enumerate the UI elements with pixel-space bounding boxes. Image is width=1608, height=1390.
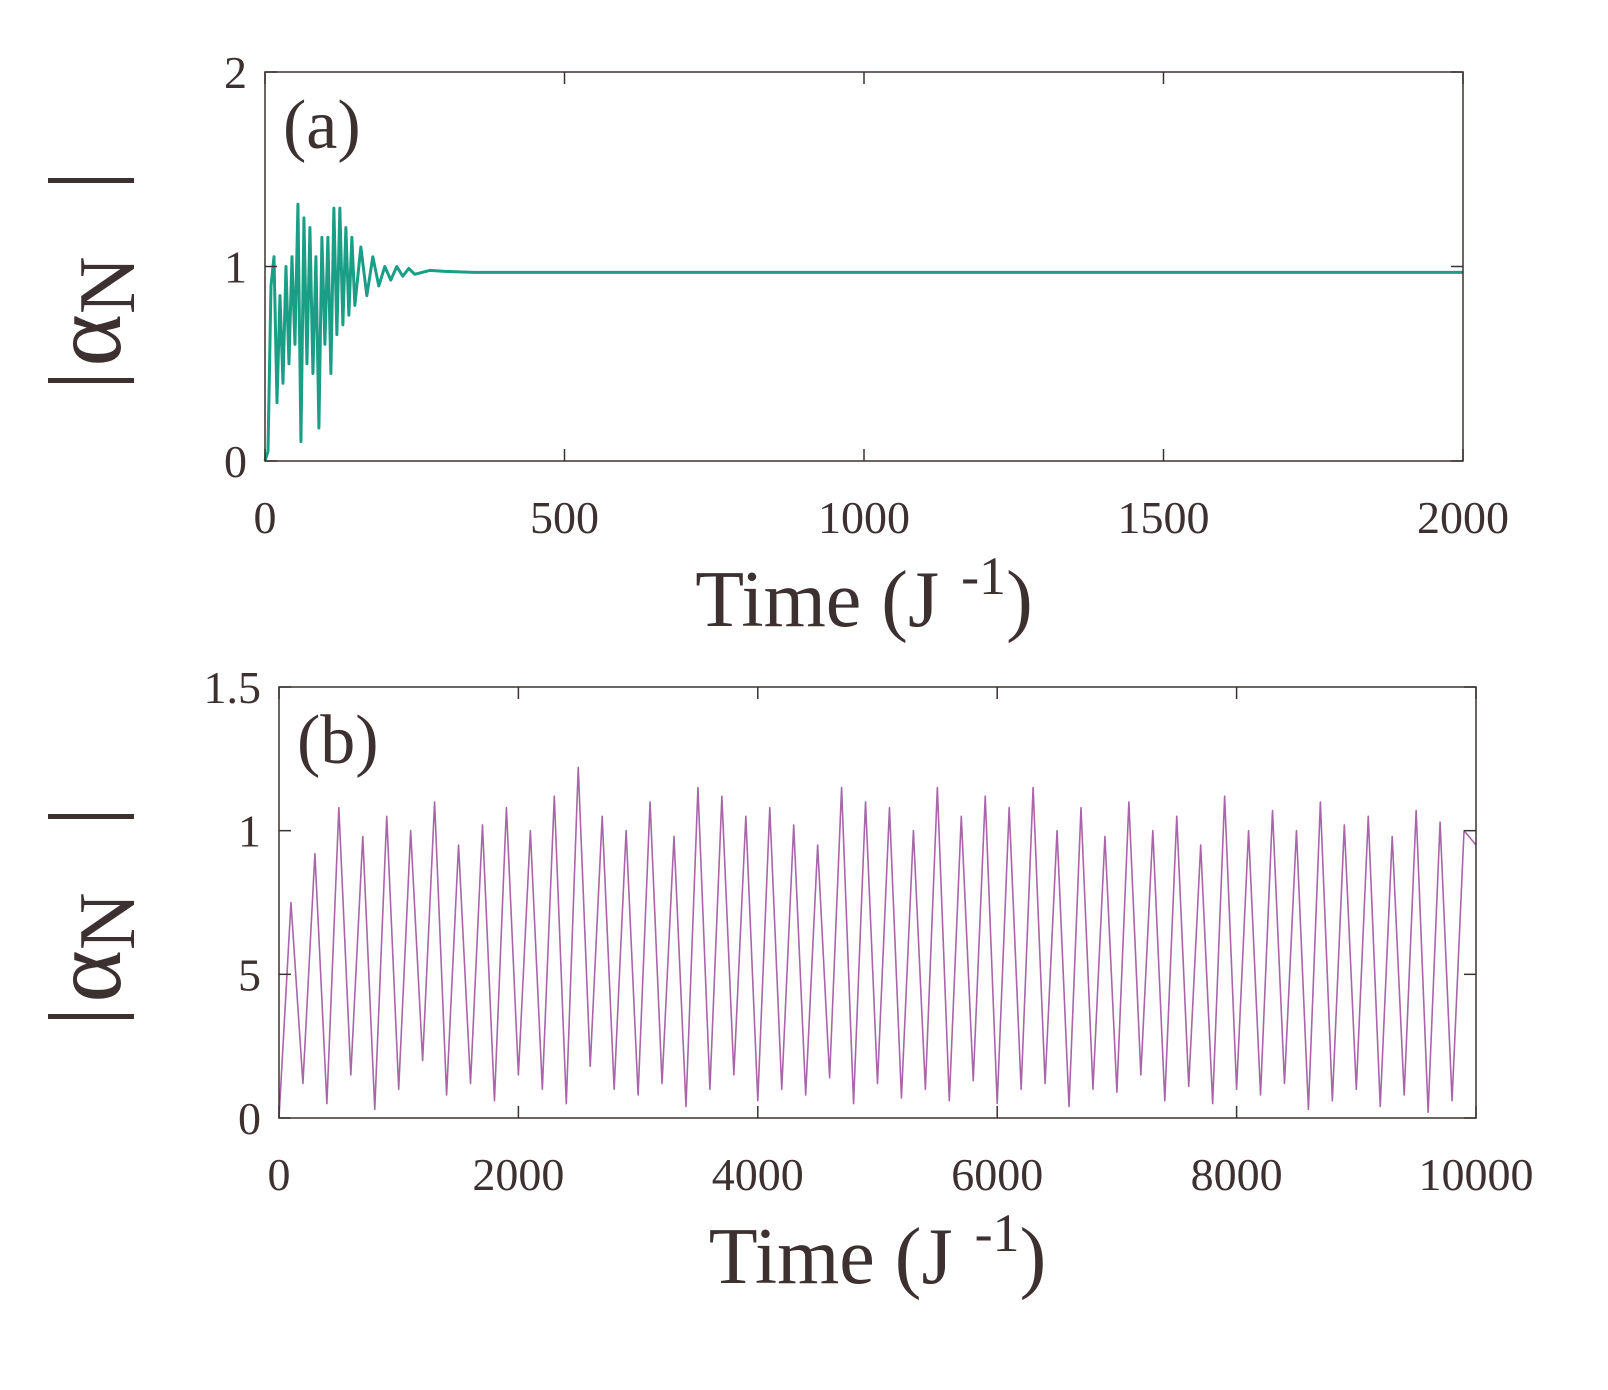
x-tick-label: 4000: [712, 1149, 804, 1200]
plot-frame: [264, 71, 1464, 462]
x-label-end: ): [1020, 1213, 1047, 1301]
x-tick-label: 6000: [951, 1149, 1043, 1200]
x-label-end: ): [1006, 556, 1033, 644]
panel-label: (b): [297, 702, 379, 779]
y-tick-label: 1: [224, 242, 247, 293]
x-tick-label: 1500: [1118, 492, 1210, 543]
x-tick-label: 2000: [1417, 492, 1509, 543]
y-label-alpha: α: [31, 950, 142, 1002]
x-tick-label: 10000: [1419, 1149, 1534, 1200]
y-tick-label: 0: [238, 1093, 261, 1144]
x-tick-label: 0: [268, 1149, 291, 1200]
y-label-text: αN: [31, 892, 152, 1002]
x-tick-label: 1000: [818, 492, 910, 543]
y-tick-label: 1.5: [204, 662, 262, 713]
x-label-main: Time (J: [709, 1213, 953, 1301]
x-label-sup: -1: [975, 1203, 1020, 1263]
y-label-alpha: α: [31, 314, 142, 366]
plot-frame: [278, 686, 1477, 1119]
data-line: [278, 766, 1477, 1119]
y-tick-label: 2: [224, 47, 247, 98]
x-tick-label: 500: [530, 492, 599, 543]
x-label-sup: -1: [961, 546, 1006, 606]
panel: 0 2000 4000 6000 8000 10000 0 5 1 1.5 (b) Time (J -1…: [31, 662, 1534, 1301]
y-label-text: αN: [31, 256, 152, 366]
y-tick-label: 1: [238, 806, 261, 857]
y-axis-label: αN: [31, 178, 152, 383]
x-axis-label: Time (J -1): [709, 1203, 1046, 1301]
y-axis-label: αN: [31, 814, 152, 1019]
y-tick-label: 0: [224, 436, 247, 487]
panel-label: (a): [283, 87, 361, 164]
x-tick-label: 2000: [472, 1149, 564, 1200]
panel: 0 500 1000 1500 2000 0 1 2 (a) Time (J -1) αN: [31, 47, 1509, 644]
data-line: [263, 202, 1463, 462]
x-label-main: Time (J: [695, 556, 939, 644]
y-label-sub: N: [64, 256, 152, 314]
x-tick-label: 8000: [1191, 1149, 1283, 1200]
x-axis-label: Time (J -1): [695, 546, 1032, 644]
y-tick-label: 5: [238, 949, 261, 1000]
y-label-sub: N: [64, 892, 152, 950]
x-tick-label: 0: [254, 492, 277, 543]
